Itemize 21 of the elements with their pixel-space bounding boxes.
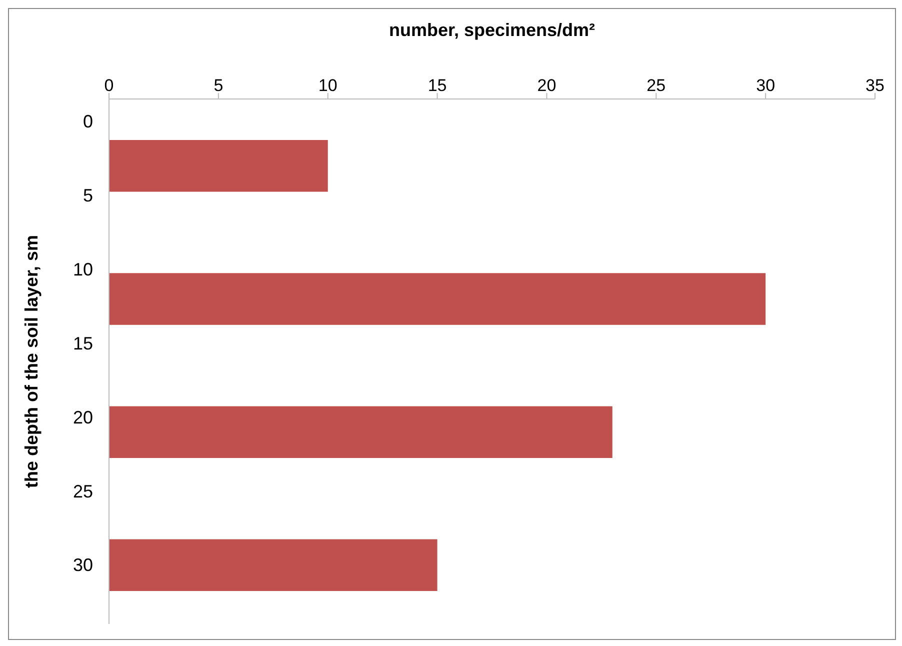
y-tick-label: 30 xyxy=(72,555,93,576)
x-tick-label: 25 xyxy=(646,76,666,95)
x-tick-label: 20 xyxy=(537,76,556,95)
y-axis-title: the depth of the soil layer, sm xyxy=(21,234,42,488)
bar xyxy=(109,140,328,192)
bar xyxy=(109,406,612,458)
x-tick-label: 35 xyxy=(866,76,884,95)
y-tick-label: 15 xyxy=(72,333,93,354)
y-tick-label: 0 xyxy=(82,112,93,132)
x-tick-label: 30 xyxy=(756,76,776,95)
x-tick-label: 15 xyxy=(428,76,447,95)
y-tick-label: 25 xyxy=(72,481,93,502)
x-tick-label: 0 xyxy=(104,76,114,95)
x-axis-title: number, specimens/dm² xyxy=(388,20,596,40)
x-tick-label: 10 xyxy=(318,76,338,95)
x-tick-label: 5 xyxy=(214,76,224,95)
y-tick-label: 5 xyxy=(82,186,93,206)
y-tick-label: 10 xyxy=(72,259,93,280)
bar xyxy=(109,539,438,592)
y-tick-label: 20 xyxy=(72,407,93,428)
bar xyxy=(109,273,766,325)
